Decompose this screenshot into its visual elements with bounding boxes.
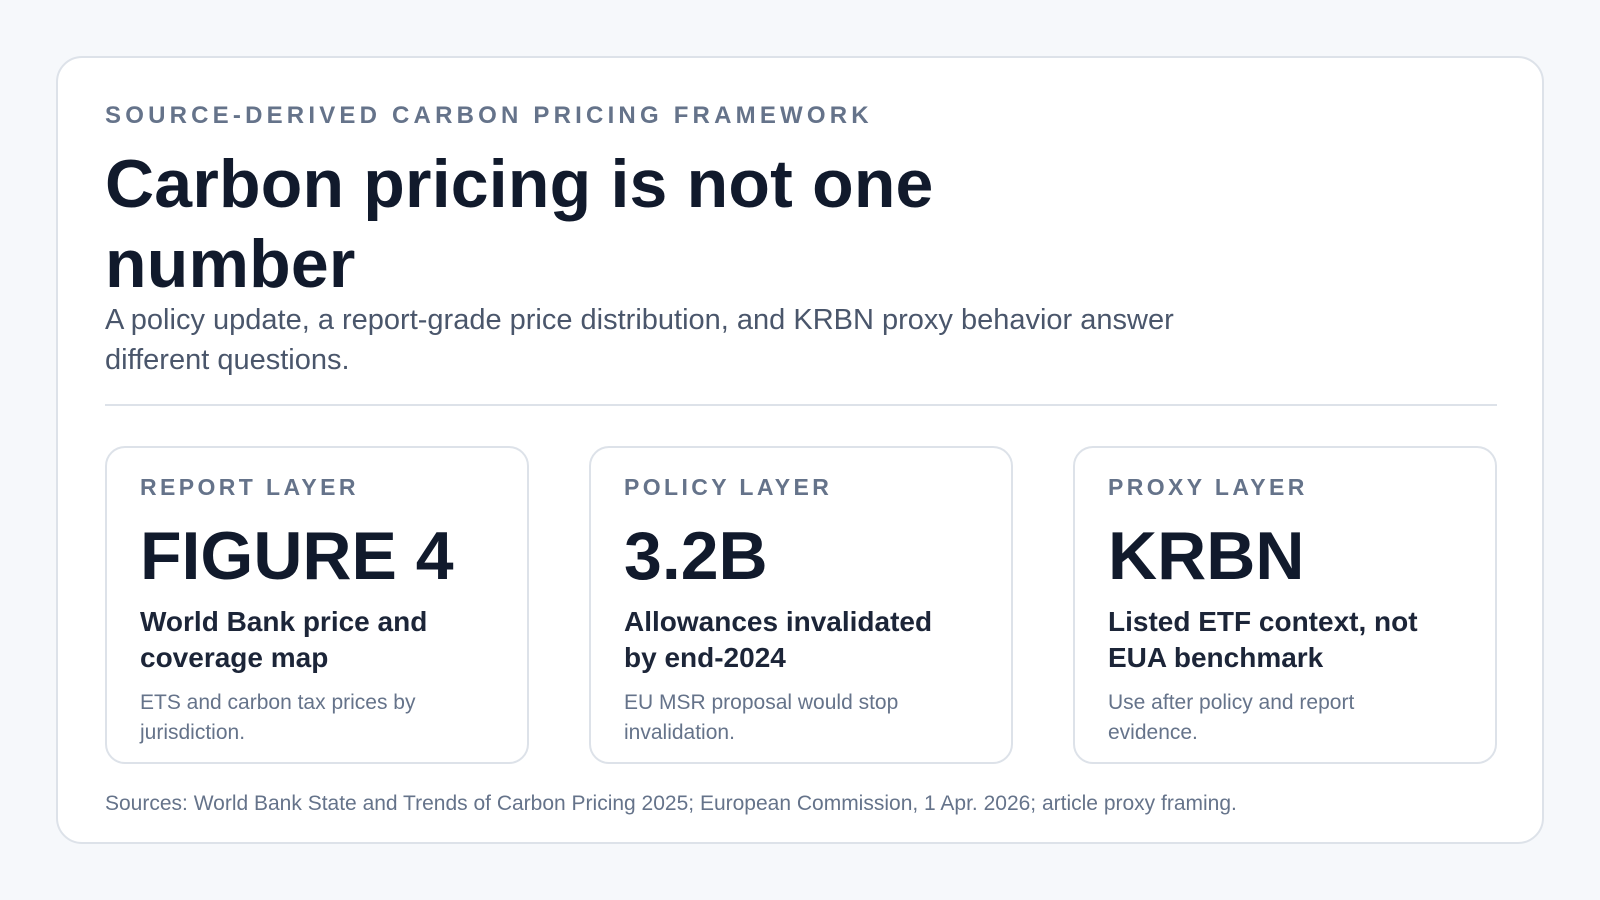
sources-footnote: Sources: World Bank State and Trends of … bbox=[105, 792, 1237, 815]
eyebrow-label: SOURCE-DERIVED CARBON PRICING FRAMEWORK bbox=[105, 102, 873, 129]
layer-card-policy: POLICY LAYER 3.2B Allowances invalidated… bbox=[589, 446, 1013, 764]
layer-cards: REPORT LAYER FIGURE 4 World Bank price a… bbox=[105, 446, 1497, 764]
layer-label: POLICY LAYER bbox=[624, 474, 833, 500]
layer-card-report: REPORT LAYER FIGURE 4 World Bank price a… bbox=[105, 446, 529, 764]
layer-label: PROXY LAYER bbox=[1108, 474, 1308, 500]
layer-note: Use after policy and report evidence. bbox=[1108, 691, 1355, 744]
layer-headline: Allowances invalidated by end-2024 bbox=[624, 606, 933, 673]
layer-headline: Listed ETF context, not EUA benchmark bbox=[1108, 606, 1418, 673]
layer-value: 3.2B bbox=[624, 518, 768, 594]
framework-card: SOURCE-DERIVED CARBON PRICING FRAMEWORK … bbox=[56, 56, 1544, 844]
layer-card-proxy: PROXY LAYER KRBN Listed ETF context, not… bbox=[1073, 446, 1497, 764]
layer-label: REPORT LAYER bbox=[140, 474, 359, 500]
layer-note: EU MSR proposal would stop invalidation. bbox=[624, 691, 899, 744]
layer-note: ETS and carbon tax prices by jurisdictio… bbox=[140, 691, 416, 744]
divider bbox=[105, 404, 1497, 406]
layer-headline: World Bank price and coverage map bbox=[140, 606, 428, 673]
layer-value: KRBN bbox=[1108, 518, 1305, 594]
layer-value: FIGURE 4 bbox=[140, 518, 454, 594]
page-subtitle: A policy update, a report-grade price di… bbox=[105, 304, 1174, 376]
page-title: Carbon pricing is not one number bbox=[105, 146, 934, 302]
